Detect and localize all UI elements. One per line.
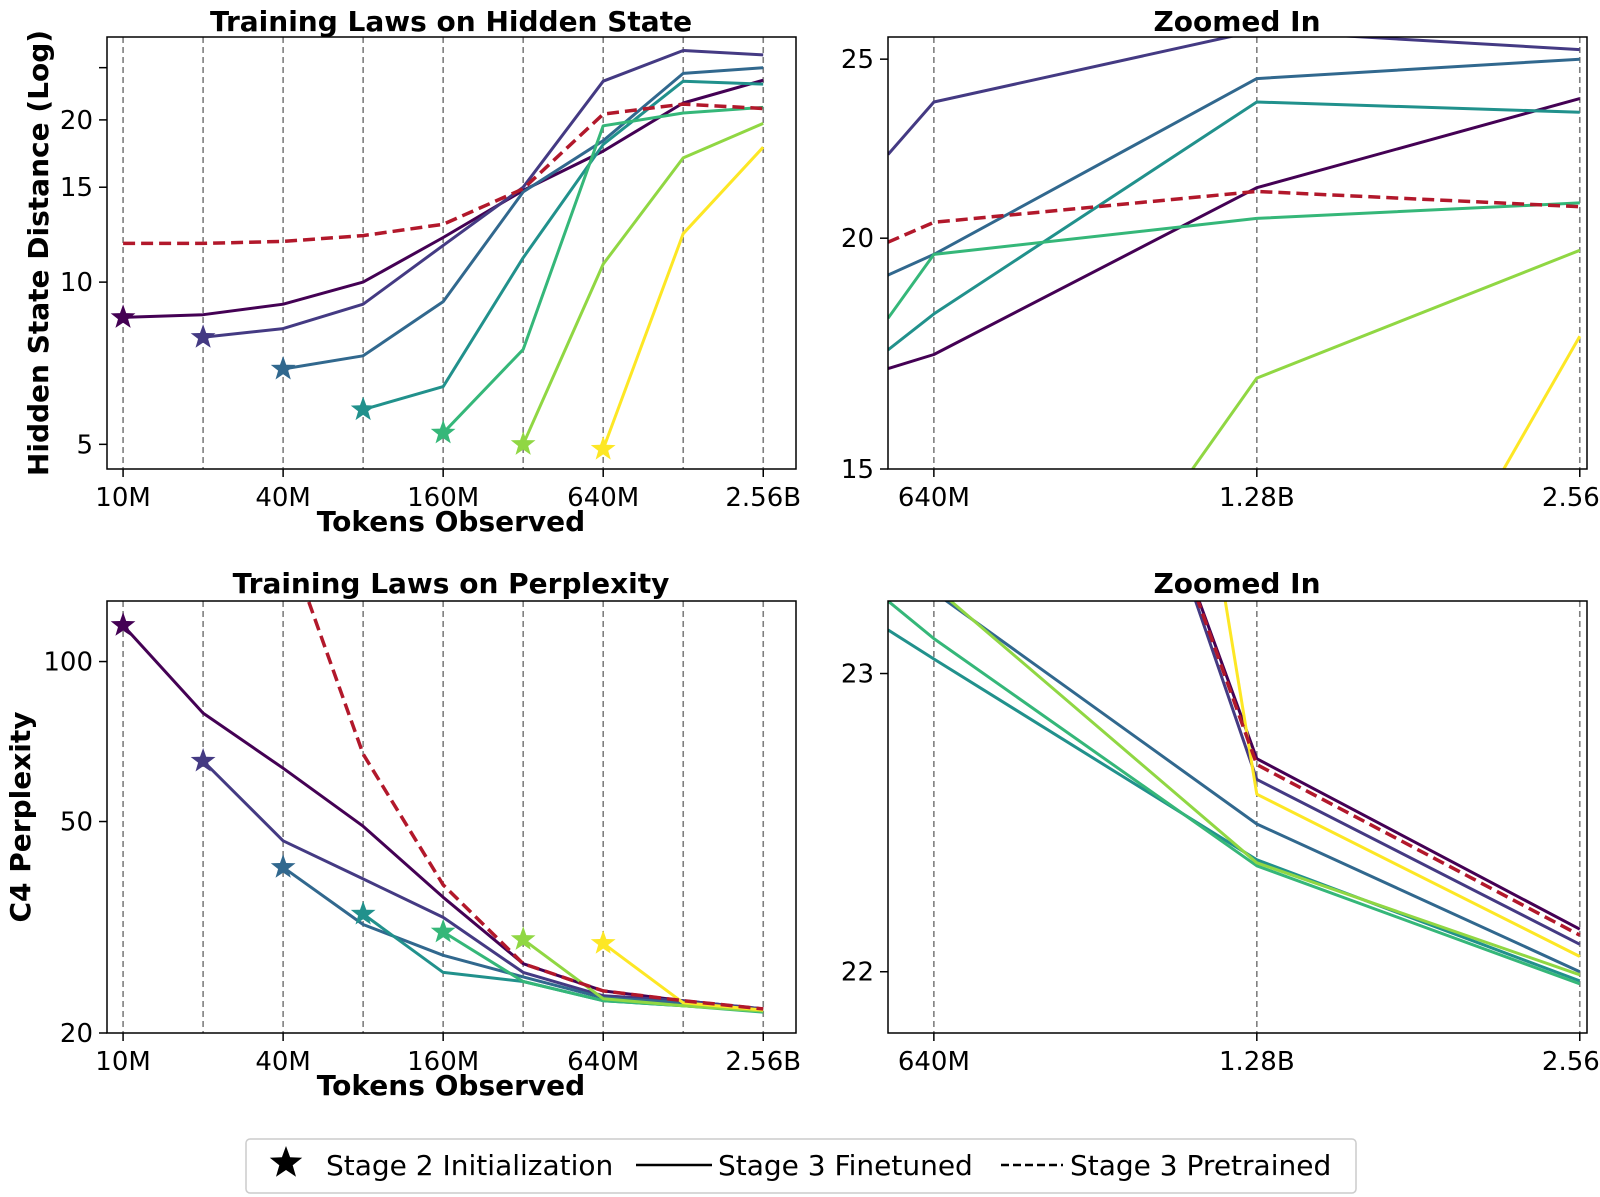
series-line: [1197, 601, 1581, 931]
x-tick-label: 640M: [898, 483, 970, 513]
x-tick-label: 2.56B: [1542, 483, 1600, 513]
y-tick-label: 20: [60, 106, 93, 136]
series-line: [1223, 601, 1581, 958]
init-star-marker: [110, 612, 136, 636]
perplexity-chart: Training Laws on Perplexity Tokens Obser…: [4, 567, 801, 1102]
series-line: [123, 78, 764, 319]
hidden-state-zoom-chart: Zoomed In 640M 1.28B 2.56B 15 20 25: [841, 5, 1600, 513]
y-tick-label: 15: [841, 455, 874, 485]
chart-title: Zoomed In: [1153, 567, 1320, 600]
y-tick-label: 15: [60, 173, 93, 203]
perplexity-zoom-chart: Zoomed In 640M 1.28B 2.56B 22 23: [841, 567, 1600, 1077]
y-axis-label: C4 Perplexity: [4, 711, 37, 922]
x-tick-label: 40M: [255, 483, 311, 513]
y-tick-label: 20: [60, 1019, 93, 1049]
x-tick-label: 2.56B: [725, 483, 801, 513]
y-tick-label: 25: [841, 45, 874, 75]
series-line-pretrained: [1196, 601, 1581, 937]
init-star-marker: [190, 324, 216, 348]
series-line: [202, 49, 764, 339]
init-star-marker: [590, 930, 616, 954]
series-line: [602, 942, 764, 1012]
legend: Stage 2 Initialization Stage 3 Finetuned…: [245, 1138, 1357, 1194]
x-tick-label: 10M: [95, 1047, 151, 1077]
series-line-pretrained: [888, 189, 1580, 244]
series-line: [943, 601, 1581, 974]
x-tick-label: 640M: [567, 1047, 639, 1077]
y-tick-label: 20: [841, 224, 874, 254]
init-star-marker: [350, 396, 376, 421]
x-tick-label: 640M: [567, 483, 639, 513]
x-axis-label: Tokens Observed: [317, 505, 585, 538]
y-tick-label: 50: [60, 808, 93, 838]
init-star-marker: [270, 356, 296, 380]
x-tick-label: 640M: [898, 1047, 970, 1077]
series-line: [521, 122, 764, 445]
series-line: [202, 759, 764, 1011]
init-star-marker: [270, 854, 296, 878]
chart-title: Training Laws on Hidden State: [210, 5, 692, 38]
x-tick-label: 160M: [407, 1047, 479, 1077]
series-line: [522, 938, 764, 1013]
init-star-marker: [350, 901, 376, 925]
x-tick-label: 160M: [407, 483, 479, 513]
series-line: [362, 79, 764, 412]
series-line: [888, 100, 1580, 352]
legend-box: [245, 1138, 1357, 1194]
series-line: [888, 628, 1581, 983]
y-tick-label: 22: [841, 958, 874, 988]
series-line: [1502, 335, 1582, 469]
series-line: [362, 912, 764, 1013]
init-star-marker: [510, 431, 536, 455]
y-axis-label: Hidden State Distance (Log): [22, 30, 55, 476]
series-line: [1194, 601, 1581, 946]
init-star-marker: [430, 918, 456, 943]
chart-title: Training Laws on Perplexity: [233, 567, 670, 600]
init-star-marker: [590, 436, 616, 460]
init-star-marker: [510, 926, 536, 950]
legend-label-stage2: Stage 2 Initialization: [326, 1149, 613, 1182]
series-line: [442, 105, 764, 434]
series-line: [282, 66, 764, 371]
x-tick-label: 2.56B: [725, 1047, 801, 1077]
series-line: [1191, 248, 1581, 469]
series-line: [948, 601, 1581, 977]
init-star-marker: [190, 748, 216, 772]
y-tick-label: 5: [76, 430, 93, 460]
y-tick-label: 23: [841, 660, 874, 690]
x-tick-label: 10M: [95, 483, 151, 513]
legend-label-finetuned: Stage 3 Finetuned: [718, 1149, 973, 1182]
y-tick-label: 10: [60, 268, 93, 298]
chart-title: Zoomed In: [1153, 5, 1320, 38]
x-tick-label: 2.56B: [1542, 1047, 1600, 1077]
x-axis-label: Tokens Observed: [317, 1069, 585, 1102]
series-line: [888, 97, 1581, 371]
hidden-state-chart: Training Laws on Hidden State Tokens Obs…: [22, 5, 801, 538]
x-tick-label: 40M: [255, 1047, 311, 1077]
init-star-marker: [430, 419, 456, 444]
y-tick-label: 100: [43, 648, 93, 678]
series-line: [888, 37, 1580, 156]
series-line: [888, 57, 1580, 277]
legend-label-pretrained: Stage 3 Pretrained: [1070, 1149, 1331, 1182]
series-line: [888, 601, 1581, 986]
legend-star-icon: [269, 1146, 303, 1177]
series-line: [601, 146, 765, 450]
series-line: [888, 201, 1580, 320]
x-tick-label: 1.28B: [1219, 483, 1295, 513]
init-star-marker: [110, 304, 136, 328]
x-tick-label: 1.28B: [1219, 1047, 1295, 1077]
